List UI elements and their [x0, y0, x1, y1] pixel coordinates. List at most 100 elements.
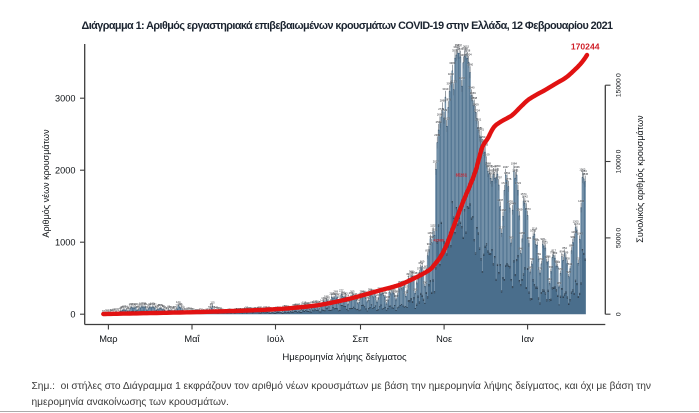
- svg-text:115: 115: [210, 301, 215, 305]
- svg-text:1478: 1478: [507, 199, 513, 203]
- svg-text:108: 108: [142, 301, 147, 305]
- svg-text:2353: 2353: [479, 135, 485, 139]
- svg-text:89: 89: [138, 303, 141, 307]
- svg-text:214: 214: [345, 293, 350, 297]
- svg-text:Μαρ: Μαρ: [99, 334, 117, 344]
- svg-text:172: 172: [375, 297, 380, 301]
- svg-text:1724: 1724: [515, 181, 521, 185]
- svg-text:35: 35: [219, 307, 222, 311]
- svg-text:1903: 1903: [579, 168, 585, 172]
- svg-text:537: 537: [409, 269, 414, 273]
- svg-text:703: 703: [539, 257, 544, 261]
- svg-text:89: 89: [297, 303, 300, 307]
- svg-text:53: 53: [258, 305, 261, 309]
- svg-text:902: 902: [427, 242, 432, 246]
- svg-text:1474: 1474: [523, 200, 529, 204]
- svg-text:1884: 1884: [581, 169, 587, 173]
- svg-text:54: 54: [214, 305, 217, 309]
- svg-text:170: 170: [357, 297, 362, 301]
- svg-text:Μαΐ: Μαΐ: [184, 334, 200, 344]
- svg-text:1937: 1937: [503, 165, 509, 169]
- svg-text:Σεπ: Σεπ: [352, 334, 368, 344]
- svg-text:2386: 2386: [434, 133, 440, 137]
- svg-text:1083: 1083: [530, 229, 536, 233]
- svg-text:103: 103: [140, 302, 145, 306]
- svg-text:2666: 2666: [437, 113, 443, 117]
- svg-text:148: 148: [320, 298, 325, 302]
- svg-text:243: 243: [343, 291, 348, 295]
- svg-text:3615: 3615: [463, 44, 469, 48]
- svg-text:3627: 3627: [456, 43, 462, 47]
- svg-text:Ιαν: Ιαν: [521, 334, 534, 344]
- svg-text:33: 33: [184, 307, 187, 311]
- svg-text:29: 29: [191, 307, 194, 311]
- svg-text:884: 884: [569, 244, 574, 248]
- svg-text:63: 63: [167, 305, 170, 309]
- svg-text:150000: 150000: [616, 73, 623, 97]
- svg-text:700: 700: [529, 257, 534, 261]
- svg-text:1903: 1903: [493, 168, 499, 172]
- svg-text:1845: 1845: [582, 172, 588, 176]
- svg-text:51: 51: [182, 306, 185, 310]
- svg-text:3559: 3559: [452, 48, 458, 52]
- svg-text:1776: 1776: [505, 177, 511, 181]
- svg-text:23: 23: [199, 308, 202, 312]
- svg-text:3019: 3019: [442, 87, 448, 91]
- svg-text:131: 131: [314, 300, 319, 304]
- svg-text:25: 25: [114, 307, 117, 311]
- svg-text:105: 105: [305, 302, 310, 306]
- svg-text:1116: 1116: [532, 226, 538, 230]
- svg-text:296: 296: [391, 287, 396, 291]
- svg-text:295: 295: [413, 287, 418, 291]
- svg-text:1574: 1574: [521, 192, 527, 196]
- svg-text:128: 128: [316, 300, 321, 304]
- svg-text:1862: 1862: [504, 171, 510, 175]
- svg-text:Αριθμός νέων κρουσμάτων: Αριθμός νέων κρουσμάτων: [41, 129, 51, 238]
- svg-text:35: 35: [218, 307, 221, 311]
- svg-text:27: 27: [207, 307, 210, 311]
- svg-text:53: 53: [263, 305, 266, 309]
- svg-text:269: 269: [334, 289, 339, 293]
- svg-text:998: 998: [429, 235, 434, 239]
- svg-text:185: 185: [325, 296, 330, 300]
- svg-text:149: 149: [328, 298, 333, 302]
- svg-text:12: 12: [108, 308, 111, 312]
- svg-text:49: 49: [259, 306, 262, 310]
- svg-text:265: 265: [350, 290, 355, 294]
- svg-text:514: 514: [416, 271, 421, 275]
- svg-text:104: 104: [301, 302, 306, 306]
- svg-text:90: 90: [180, 303, 183, 307]
- svg-text:265: 265: [382, 290, 387, 294]
- svg-text:89: 89: [129, 303, 132, 307]
- svg-text:88: 88: [293, 303, 296, 307]
- svg-text:2613: 2613: [444, 117, 450, 121]
- svg-text:264: 264: [361, 290, 366, 294]
- svg-text:1205: 1205: [573, 220, 579, 224]
- svg-text:20: 20: [110, 308, 113, 312]
- svg-text:21: 21: [200, 308, 203, 312]
- svg-text:672: 672: [554, 259, 559, 263]
- svg-text:0: 0: [616, 312, 623, 316]
- svg-text:38: 38: [188, 307, 191, 311]
- svg-text:2744: 2744: [438, 107, 444, 111]
- svg-text:1482: 1482: [578, 199, 584, 203]
- svg-text:1127: 1127: [499, 225, 505, 229]
- svg-text:751: 751: [561, 253, 566, 257]
- svg-text:1797: 1797: [496, 176, 502, 180]
- svg-text:854: 854: [562, 246, 567, 250]
- svg-text:62: 62: [123, 305, 126, 309]
- svg-text:3603: 3603: [453, 45, 459, 49]
- svg-text:105: 105: [139, 302, 144, 306]
- svg-text:0: 0: [70, 310, 75, 320]
- svg-text:197: 197: [324, 295, 329, 299]
- svg-text:67: 67: [282, 304, 285, 308]
- svg-text:97: 97: [152, 302, 155, 306]
- svg-text:2017: 2017: [433, 159, 439, 163]
- svg-text:2561: 2561: [436, 120, 442, 124]
- svg-text:9: 9: [105, 309, 107, 313]
- svg-text:3360: 3360: [467, 63, 473, 67]
- svg-text:708: 708: [565, 257, 570, 261]
- svg-text:1850: 1850: [489, 172, 495, 176]
- svg-text:605: 605: [424, 264, 429, 268]
- svg-text:129: 129: [313, 300, 318, 304]
